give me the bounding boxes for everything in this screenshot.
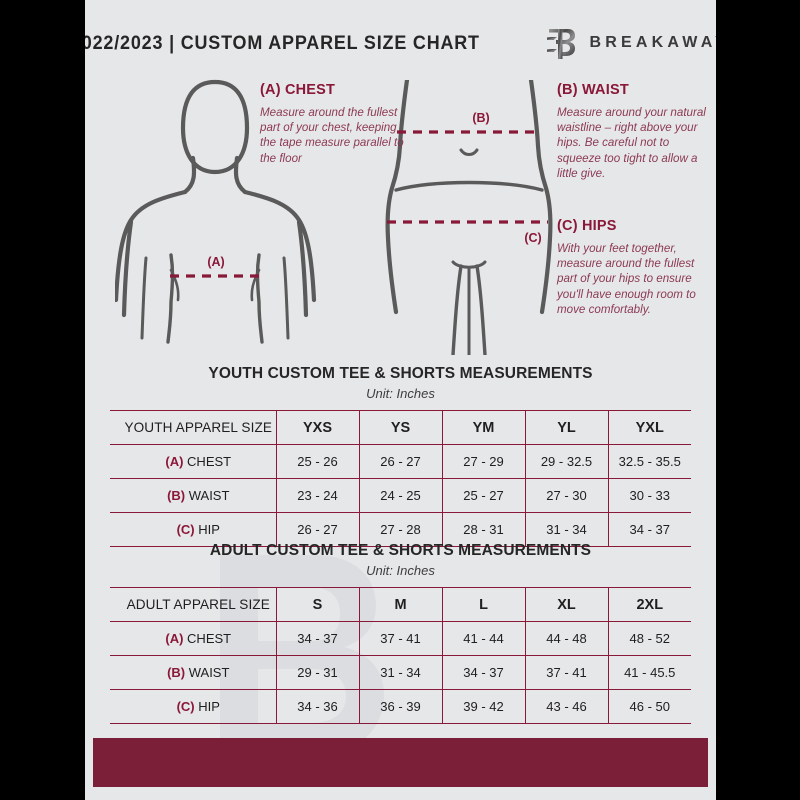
brand-name: BREAKAWAY [589, 34, 716, 51]
youth-cell: 30 - 33 [607, 478, 691, 513]
adult-row-label-chest: (A) CHEST [110, 621, 277, 656]
youth-row-label-chest: (A) CHEST [110, 444, 277, 479]
youth-col-0: YXS [275, 410, 360, 445]
youth-col-1: YS [358, 410, 443, 445]
youth-cell: 27 - 30 [524, 478, 609, 513]
adult-cell: 37 - 41 [358, 621, 443, 656]
table-header-row: ADULT APPAREL SIZE S M L XL 2XL [110, 587, 691, 622]
adult-cell: 34 - 36 [275, 689, 360, 724]
youth-cell: 25 - 27 [441, 478, 526, 513]
youth-cell: 24 - 25 [358, 478, 443, 513]
youth-cell: 25 - 26 [275, 444, 360, 479]
table-row: (C) HIP 26 - 27 27 - 28 28 - 31 31 - 34 … [110, 512, 691, 547]
brand-logo: BREAKAWAY [546, 27, 716, 59]
note-chest-body: Measure around the fullest part of your … [260, 106, 404, 165]
adult-cell: 41 - 44 [441, 621, 526, 656]
chest-measure-label: (A) [207, 255, 224, 269]
note-waist: (B) WAIST Measure around your natural wa… [557, 82, 707, 181]
adult-cell: 31 - 34 [358, 655, 443, 690]
breakaway-b-logo-icon [546, 29, 575, 59]
youth-table-unit: Unit: Inches [366, 386, 435, 401]
adult-cell: 46 - 50 [607, 689, 691, 724]
table-row: (A) CHEST 25 - 26 26 - 27 27 - 29 29 - 3… [110, 444, 691, 479]
youth-cell: 29 - 32.5 [524, 444, 609, 479]
table-row: (B) WAIST 29 - 31 31 - 34 34 - 37 37 - 4… [110, 655, 691, 690]
youth-cell: 32.5 - 35.5 [607, 444, 691, 479]
youth-col-2: YM [441, 410, 526, 445]
table-row: (A) CHEST 34 - 37 37 - 41 41 - 44 44 - 4… [110, 621, 691, 656]
page-header: 2022/2023 | CUSTOM APPAREL SIZE CHART [85, 26, 716, 60]
adult-cell: 34 - 37 [275, 621, 360, 656]
table-row: (B) WAIST 23 - 24 24 - 25 25 - 27 27 - 3… [110, 478, 691, 513]
upper-body-torso-figure: (A) [115, 79, 317, 344]
hips-measure-label: (C) [524, 231, 541, 245]
note-waist-title: (B) WAIST [557, 82, 629, 98]
table-header-row: YOUTH APPAREL SIZE YXS YS YM YL YXL [110, 410, 691, 445]
youth-table-section: YOUTH CUSTOM TEE & SHORTS MEASUREMENTS U… [110, 365, 691, 547]
waist-measure-label: (B) [472, 111, 489, 125]
youth-table-title: YOUTH CUSTOM TEE & SHORTS MEASUREMENTS [208, 365, 593, 382]
table-row: (C) HIP 34 - 36 36 - 39 39 - 42 43 - 46 … [110, 689, 691, 724]
youth-cell: 26 - 27 [275, 512, 360, 547]
youth-row-header-label: YOUTH APPAREL SIZE [110, 410, 277, 445]
youth-cell: 23 - 24 [275, 478, 360, 513]
footer-bar [93, 738, 708, 787]
adult-table-section: ADULT CUSTOM TEE & SHORTS MEASUREMENTS U… [110, 542, 691, 724]
note-hips: (C) HIPS With your feet together, measur… [557, 218, 707, 317]
note-chest: (A) CHEST Measure around the fullest par… [260, 82, 405, 166]
adult-cell: 44 - 48 [524, 621, 609, 656]
note-hips-body: With your feet together, measure around … [557, 242, 696, 316]
youth-cell: 27 - 28 [358, 512, 443, 547]
youth-row-label-waist: (B) WAIST [110, 478, 277, 513]
adult-col-1: M [358, 587, 443, 622]
page-title: 2022/2023 | CUSTOM APPAREL SIZE CHART [85, 31, 480, 54]
youth-col-4: YXL [607, 410, 691, 445]
note-hips-title: (C) HIPS [557, 218, 617, 234]
adult-row-label-hip: (C) HIP [110, 689, 277, 724]
youth-cell: 27 - 29 [441, 444, 526, 479]
adult-cell: 37 - 41 [524, 655, 609, 690]
adult-cell: 48 - 52 [607, 621, 691, 656]
adult-cell: 29 - 31 [275, 655, 360, 690]
adult-row-label-waist: (B) WAIST [110, 655, 277, 690]
youth-cell: 26 - 27 [358, 444, 443, 479]
adult-table-unit: Unit: Inches [366, 563, 435, 578]
adult-cell: 41 - 45.5 [607, 655, 691, 690]
note-waist-body: Measure around your natural waistline – … [557, 106, 706, 180]
adult-cell: 39 - 42 [441, 689, 526, 724]
measurement-illustrations: (A) [85, 70, 716, 360]
adult-cell: 36 - 39 [358, 689, 443, 724]
size-chart-card: 2022/2023 | CUSTOM APPAREL SIZE CHART [85, 0, 716, 800]
youth-size-table: YOUTH APPAREL SIZE YXS YS YM YL YXL (A) … [110, 410, 691, 547]
youth-cell: 28 - 31 [441, 512, 526, 547]
youth-col-3: YL [524, 410, 609, 445]
adult-cell: 34 - 37 [441, 655, 526, 690]
adult-col-0: S [275, 587, 360, 622]
youth-cell: 34 - 37 [607, 512, 691, 547]
adult-col-3: XL [524, 587, 609, 622]
note-chest-title: (A) CHEST [260, 82, 336, 98]
adult-col-4: 2XL [607, 587, 691, 622]
adult-col-2: L [441, 587, 526, 622]
adult-cell: 43 - 46 [524, 689, 609, 724]
lower-body-hips-figure: (B) (C) [385, 80, 553, 355]
adult-size-table: ADULT APPAREL SIZE S M L XL 2XL (A) CHES… [110, 587, 691, 724]
adult-row-header-label: ADULT APPAREL SIZE [110, 587, 277, 622]
youth-cell: 31 - 34 [524, 512, 609, 547]
adult-table-title: ADULT CUSTOM TEE & SHORTS MEASUREMENTS [209, 542, 592, 559]
